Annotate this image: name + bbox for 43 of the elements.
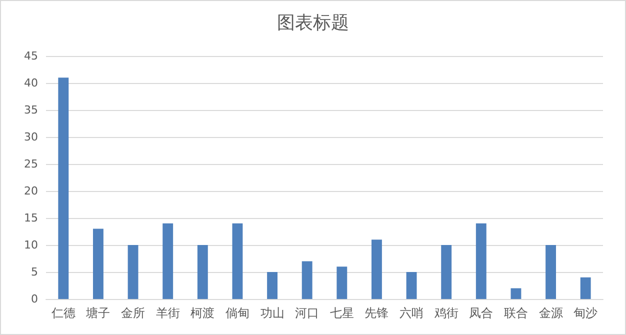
y-tick-label: 40 — [24, 76, 38, 90]
bar — [371, 240, 382, 299]
x-tick-label: 功山 — [260, 306, 284, 320]
x-tick-label: 仁德 — [50, 306, 76, 320]
x-tick-label: 金所 — [121, 306, 146, 320]
y-tick-label: 5 — [31, 266, 38, 278]
x-tick-label: 柯渡 — [190, 306, 215, 320]
x-tick-label: 六哨 — [400, 306, 424, 320]
bar — [162, 223, 174, 299]
y-tick-label: 10 — [24, 238, 38, 252]
x-tick-label: 塘子 — [85, 306, 110, 320]
bar — [336, 266, 348, 299]
bar — [92, 228, 104, 299]
bar — [510, 288, 522, 299]
y-tick-label: 20 — [24, 184, 38, 198]
y-tick-label: 45 — [24, 50, 38, 62]
bar — [58, 78, 69, 299]
x-tick-label: 甸沙 — [574, 306, 598, 320]
y-tick-label: 35 — [24, 104, 38, 116]
x-tick-label: 倘甸 — [225, 306, 250, 320]
x-tick-label: 凤合 — [469, 306, 494, 320]
bar — [546, 245, 556, 299]
x-tick-label: 联合 — [504, 306, 528, 320]
x-tick-label: 金源 — [538, 306, 563, 320]
bar — [128, 245, 138, 299]
x-tick-label: 河口 — [295, 306, 320, 320]
y-tick-label: 30 — [24, 130, 38, 144]
bar — [267, 272, 278, 299]
y-tick-label: 15 — [24, 212, 38, 224]
y-tick-label: 25 — [24, 158, 38, 170]
bar — [232, 223, 243, 299]
bar — [580, 277, 591, 299]
x-tick-label: 七星 — [330, 306, 354, 320]
x-tick-label: 鸡街 — [433, 306, 458, 320]
x-tick-label: 先锋 — [364, 306, 389, 320]
bar — [302, 261, 312, 299]
bar — [406, 272, 417, 299]
chart-title: 图表标题 — [277, 12, 349, 34]
bar — [197, 245, 208, 299]
bar — [441, 245, 452, 299]
bar — [476, 223, 486, 299]
y-tick-label: 0 — [31, 292, 38, 306]
x-tick-label: 羊街 — [156, 306, 180, 320]
